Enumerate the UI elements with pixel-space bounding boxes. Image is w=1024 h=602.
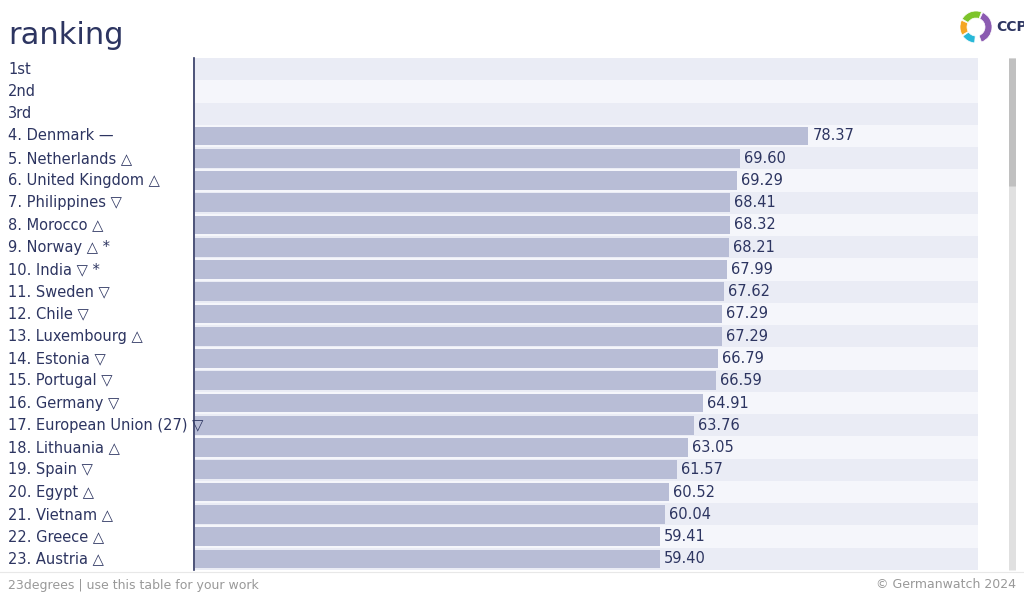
Bar [195,303,978,325]
Text: 21. Vietnam △: 21. Vietnam △ [8,507,113,522]
Bar [195,438,688,457]
Text: 63.05: 63.05 [692,440,734,455]
Bar [195,505,665,524]
Bar [195,371,716,390]
Bar [195,171,737,190]
Text: 23. Austria △: 23. Austria △ [8,551,103,566]
Text: 61.57: 61.57 [681,462,723,477]
Text: 17. European Union (27) ▽: 17. European Union (27) ▽ [8,418,204,433]
Text: 69.60: 69.60 [743,150,785,166]
Text: 68.32: 68.32 [734,217,775,232]
Bar [195,503,978,526]
Text: 6. United Kingdom △: 6. United Kingdom △ [8,173,160,188]
Text: 67.29: 67.29 [726,306,768,321]
Text: 59.40: 59.40 [664,551,706,566]
Bar [195,191,978,214]
Text: 60.52: 60.52 [673,485,715,500]
Text: 63.76: 63.76 [698,418,739,433]
Bar [195,238,729,256]
Bar [195,392,978,414]
Bar [195,347,978,370]
Bar [195,305,722,323]
Text: 67.29: 67.29 [726,329,768,344]
Wedge shape [961,20,969,35]
Text: © Germanwatch 2024: © Germanwatch 2024 [876,579,1016,592]
Bar [195,394,703,412]
Text: 66.79: 66.79 [722,351,764,366]
Bar [195,169,978,191]
Bar [195,548,978,570]
Bar [195,126,809,145]
Text: 1st: 1st [8,61,31,76]
Text: 12. Chile ▽: 12. Chile ▽ [8,306,89,321]
Text: 4. Denmark —: 4. Denmark — [8,128,114,143]
Bar [195,236,978,258]
Bar [195,80,978,102]
Bar [195,193,730,212]
Bar [195,436,978,459]
Text: 16. Germany ▽: 16. Germany ▽ [8,396,119,411]
Bar [195,258,978,281]
Bar [195,370,978,392]
Text: 78.37: 78.37 [812,128,854,143]
Text: 66.59: 66.59 [720,373,762,388]
Bar [195,527,659,546]
Text: ranking: ranking [8,20,124,49]
Bar [195,349,718,368]
Text: 15. Portugal ▽: 15. Portugal ▽ [8,373,113,388]
Text: 7. Philippines ▽: 7. Philippines ▽ [8,195,122,210]
Bar [195,550,659,568]
Text: 59.41: 59.41 [664,529,706,544]
Bar [195,414,978,436]
Bar [195,125,978,147]
Bar [195,216,730,234]
Text: 68.41: 68.41 [734,195,776,210]
Text: 64.91: 64.91 [707,396,749,411]
Text: 18. Lithuania △: 18. Lithuania △ [8,440,120,455]
Text: 10. India ▽ *: 10. India ▽ * [8,262,100,277]
Text: 2nd: 2nd [8,84,36,99]
Bar [195,325,978,347]
Wedge shape [963,32,975,43]
Text: 60.04: 60.04 [669,507,711,522]
Text: 19. Spain ▽: 19. Spain ▽ [8,462,93,477]
Text: 14. Estonia ▽: 14. Estonia ▽ [8,351,105,366]
Bar [195,260,727,279]
Text: 13. Luxembourg △: 13. Luxembourg △ [8,329,142,344]
Text: 5. Netherlands △: 5. Netherlands △ [8,150,132,166]
Bar [195,147,978,169]
Text: 69.29: 69.29 [741,173,783,188]
Text: CCPI: CCPI [996,20,1024,34]
Text: 20. Egypt △: 20. Egypt △ [8,485,94,500]
Bar [195,149,739,167]
Bar [195,58,978,80]
Bar [195,214,978,236]
Text: 67.99: 67.99 [731,262,773,277]
Bar [195,481,978,503]
Bar [195,102,978,125]
Bar [195,281,978,303]
Text: 9. Norway △ *: 9. Norway △ * [8,240,110,255]
Text: 22. Greece △: 22. Greece △ [8,529,104,544]
Bar [195,461,677,479]
Text: 11. Sweden ▽: 11. Sweden ▽ [8,284,110,299]
Bar [195,416,694,435]
Bar [195,526,978,548]
Text: 23degrees | use this table for your work: 23degrees | use this table for your work [8,579,259,592]
Text: 68.21: 68.21 [733,240,775,255]
Wedge shape [979,13,992,42]
Wedge shape [963,11,981,22]
Bar [195,282,724,301]
Text: 67.62: 67.62 [728,284,770,299]
Text: 3rd: 3rd [8,106,32,121]
Text: 8. Morocco △: 8. Morocco △ [8,217,103,232]
Bar [195,483,669,501]
Bar [195,327,722,346]
Bar [195,459,978,481]
